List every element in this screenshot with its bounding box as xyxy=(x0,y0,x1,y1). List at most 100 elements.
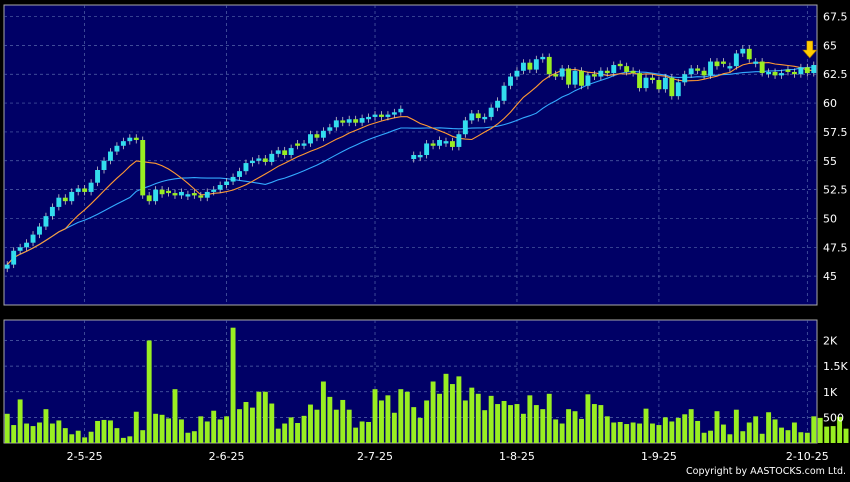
price-tick-label: 57.5 xyxy=(823,126,848,139)
volume-bar xyxy=(533,405,539,443)
candle-body xyxy=(282,150,288,155)
volume-bar xyxy=(720,424,726,443)
candle-body xyxy=(798,67,804,75)
volume-bar xyxy=(579,418,584,443)
volume-tick-label: 1K xyxy=(823,386,838,399)
candle-body xyxy=(475,113,481,119)
volume-bar xyxy=(88,431,94,443)
candle-body xyxy=(159,189,165,195)
candlesticks xyxy=(4,45,817,273)
volume-bar xyxy=(379,400,384,443)
volume-bar xyxy=(753,416,759,443)
volume-bar xyxy=(598,405,604,443)
volume-bar xyxy=(314,409,320,443)
candle-body xyxy=(469,113,475,121)
volume-bar xyxy=(630,422,636,443)
candle-body xyxy=(611,65,617,74)
candle-body xyxy=(566,68,572,85)
candle-body xyxy=(11,250,17,265)
volume-bar xyxy=(49,423,55,443)
candle-body xyxy=(501,85,507,101)
grid-lines xyxy=(4,5,817,443)
volume-bar xyxy=(604,416,610,443)
candle-body xyxy=(166,190,171,194)
candle-body xyxy=(514,70,520,77)
volume-bar xyxy=(366,421,372,443)
candle-body xyxy=(701,70,707,76)
candle-body xyxy=(740,48,746,54)
volume-bar xyxy=(275,428,281,443)
volume-bar xyxy=(269,403,275,443)
volume-bar xyxy=(43,409,49,443)
volume-bar xyxy=(462,400,468,443)
candle-body xyxy=(69,191,75,202)
candle-body xyxy=(540,56,546,60)
volume-bar xyxy=(746,422,752,443)
candle-body xyxy=(643,77,649,89)
volume-bar xyxy=(424,400,430,443)
candle-body xyxy=(662,77,668,90)
volume-bar xyxy=(475,393,481,443)
volume-bar xyxy=(779,427,784,443)
price-tick-label: 47.5 xyxy=(823,241,848,254)
volume-bar xyxy=(643,408,649,443)
volume-bar xyxy=(843,428,849,443)
volume-bar xyxy=(237,409,242,443)
date-tick-label: 2-7-25 xyxy=(357,450,393,463)
volume-tick-label: 1.5K xyxy=(823,360,848,373)
volume-bar xyxy=(785,430,791,443)
candle-body xyxy=(256,158,262,161)
volume-bar xyxy=(30,426,36,443)
volume-bar xyxy=(708,430,713,443)
volume-bar xyxy=(546,393,552,443)
candle-body xyxy=(508,76,513,86)
candle-body xyxy=(114,145,120,152)
volume-bar xyxy=(391,412,397,443)
volume-bar xyxy=(488,395,494,443)
volume-bar xyxy=(217,419,223,443)
candle-body xyxy=(340,120,346,123)
candle-body xyxy=(733,53,739,67)
candle-body xyxy=(153,189,159,202)
volume-bar xyxy=(714,411,720,443)
volume-bar xyxy=(733,409,739,443)
candle-body xyxy=(449,141,455,147)
volume-bar xyxy=(675,417,681,443)
axis-labels: 67.5 65 62.5 60 57.5 55 52.5 50 47.5 45 2K 1.5K 1K 50… xyxy=(67,11,849,463)
candle-body xyxy=(411,155,417,160)
candle-body xyxy=(108,151,113,161)
volume-bar xyxy=(701,432,707,443)
candle-body xyxy=(804,67,810,74)
candle-body xyxy=(617,63,623,67)
volume-bar xyxy=(650,423,655,443)
candle-body xyxy=(385,114,391,117)
candle-body xyxy=(585,75,591,86)
candle-body xyxy=(779,73,784,76)
volume-bar xyxy=(766,412,772,443)
volume-bar xyxy=(688,409,694,443)
volume-bar xyxy=(82,437,88,443)
candle-body xyxy=(82,188,88,192)
candle-body xyxy=(688,68,694,75)
volume-bar xyxy=(11,425,17,443)
price-tick-label: 62.5 xyxy=(823,68,848,81)
volume-bar xyxy=(830,426,836,443)
volume-bar xyxy=(617,421,623,443)
candle-body xyxy=(88,182,94,192)
candle-body xyxy=(488,107,494,117)
volume-bar xyxy=(172,389,178,443)
candle-body xyxy=(772,71,778,76)
volume-bar xyxy=(198,416,204,443)
volume-bar xyxy=(191,431,197,443)
candle-body xyxy=(785,69,791,72)
volume-bar xyxy=(282,423,288,443)
candle-body xyxy=(437,140,442,146)
candle-body xyxy=(791,71,797,75)
candle-body xyxy=(656,80,662,90)
volume-bar xyxy=(153,413,159,443)
candle-body xyxy=(37,226,42,235)
date-tick-label: 1-9-25 xyxy=(641,450,677,463)
volume-bar xyxy=(495,404,501,443)
volume-bar xyxy=(637,423,643,443)
